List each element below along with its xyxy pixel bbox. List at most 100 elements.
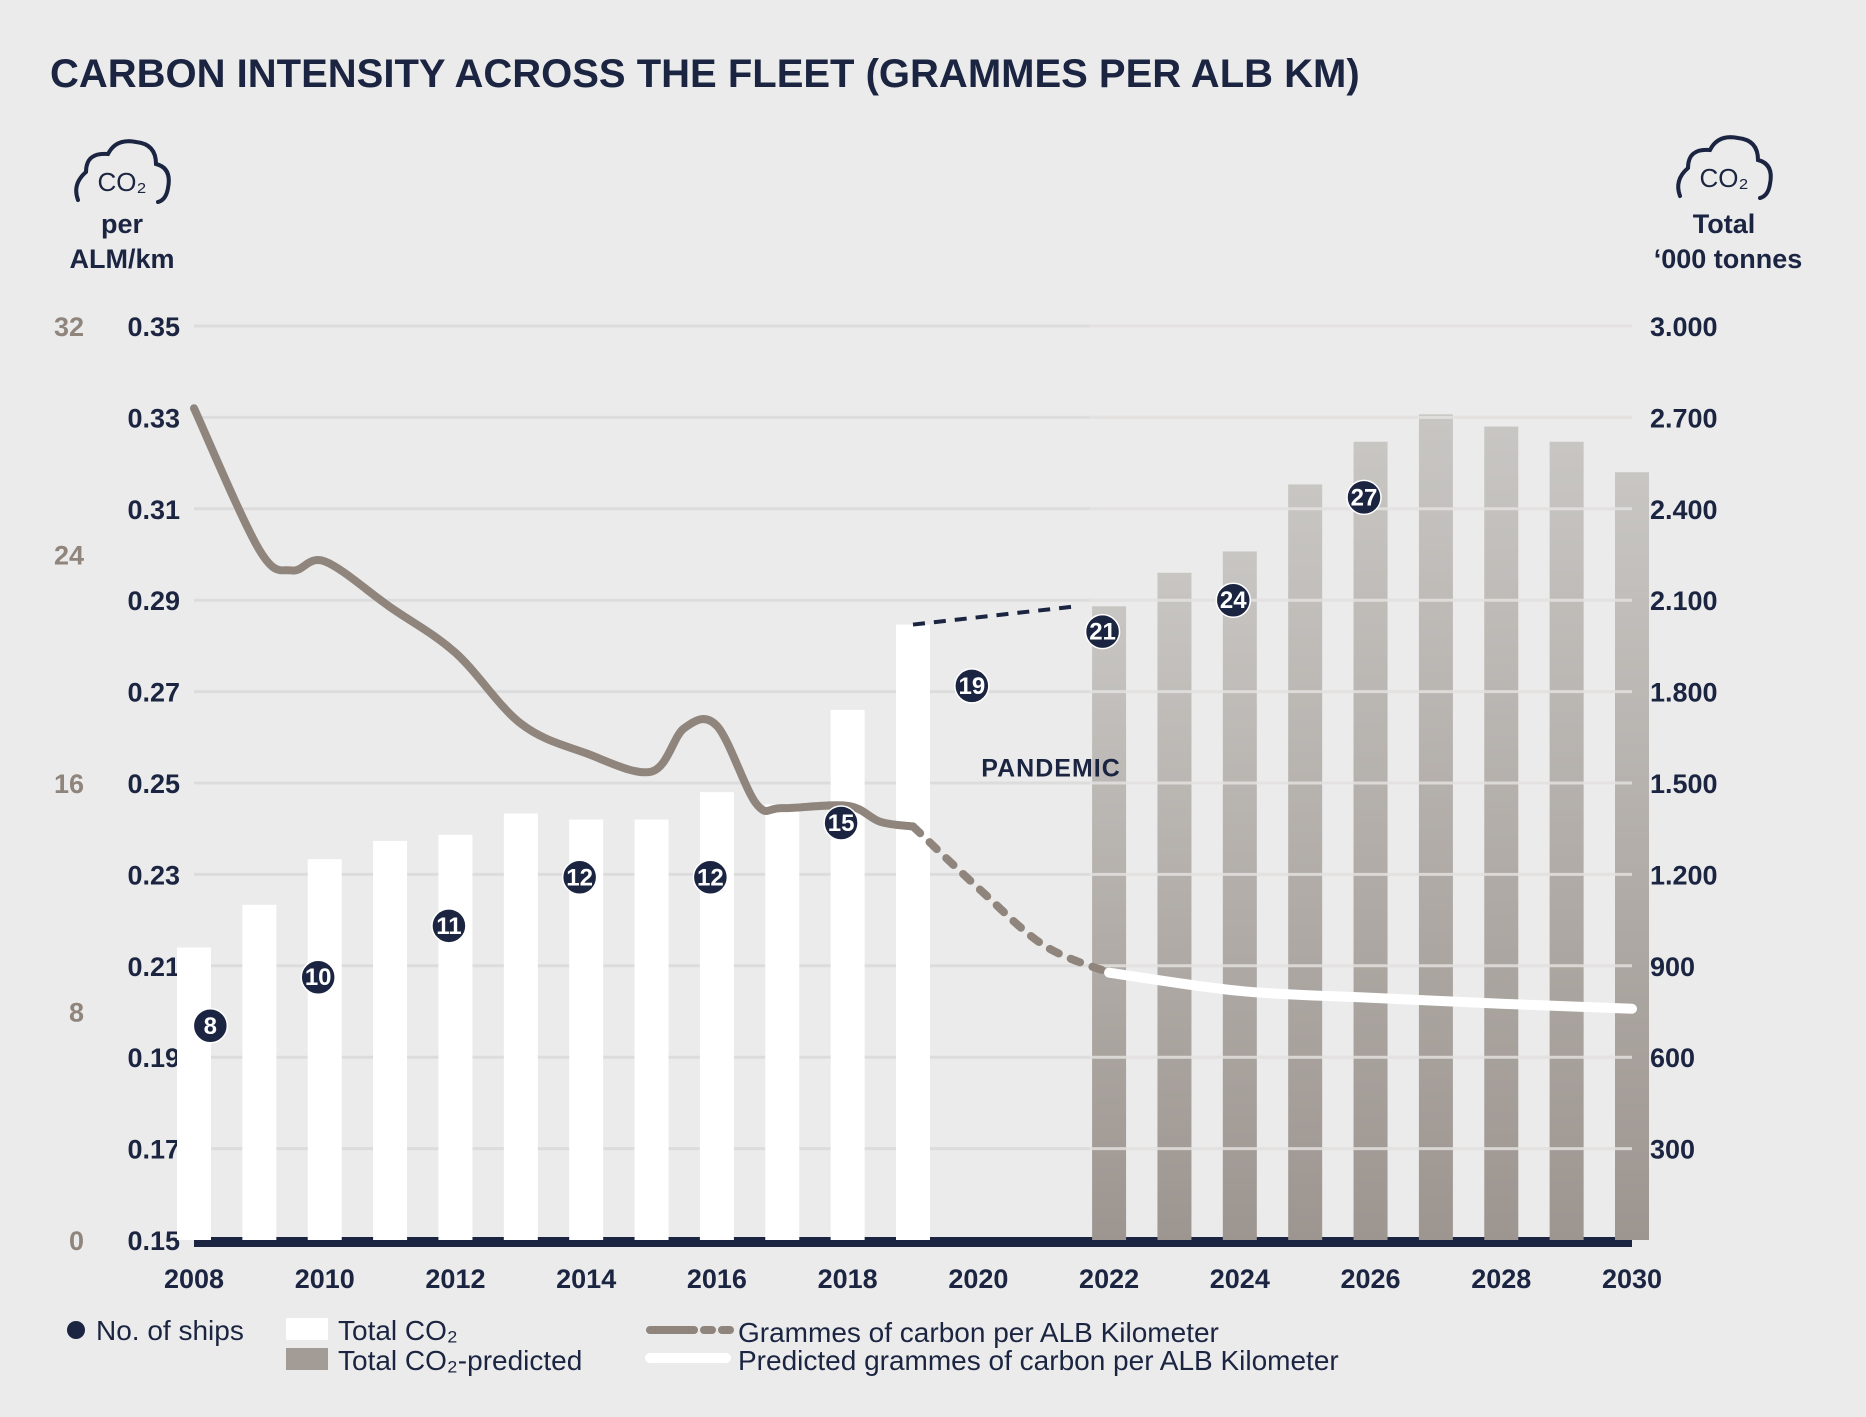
pandemic-connector-line xyxy=(912,604,1077,627)
y-tick-total-co2: 900 xyxy=(1650,952,1695,982)
x-tick: 2024 xyxy=(1210,1264,1270,1294)
y-tick-total-co2: 2.400 xyxy=(1650,495,1718,525)
legend-ships-marker xyxy=(67,1321,85,1339)
annotations: PANDEMIC xyxy=(981,754,1120,782)
lines xyxy=(190,404,1637,1014)
co2-cloud-icon: CO₂ xyxy=(74,139,171,204)
bar xyxy=(1418,414,1453,1240)
intensity-line xyxy=(190,404,917,831)
right-axis-label-line2: ‘000 tonnes xyxy=(1654,244,1803,274)
ship-count-label: 10 xyxy=(305,964,332,991)
y-tick-intensity: 0.17 xyxy=(127,1135,180,1165)
bar xyxy=(634,819,669,1240)
bar xyxy=(699,792,734,1240)
x-tick: 2022 xyxy=(1079,1264,1139,1294)
ship-count-dot xyxy=(823,805,859,841)
bar xyxy=(830,709,865,1240)
predicted-intensity-line xyxy=(1104,967,1637,1014)
x-tick: 2028 xyxy=(1471,1264,1531,1294)
ship-count-label: 11 xyxy=(436,913,461,940)
y-tick-intensity: 0.25 xyxy=(127,769,180,799)
y-tick-total-co2: 2.700 xyxy=(1650,403,1718,433)
ship-points: 8 10 11 12 12 15 19 21 24 27 xyxy=(192,479,1382,1044)
bar xyxy=(242,904,277,1240)
y-tick-ships: 24 xyxy=(54,541,84,571)
y-tick-intensity: 0.19 xyxy=(127,1043,180,1073)
ship-count-label: 15 xyxy=(828,810,855,837)
bar xyxy=(1092,606,1127,1240)
x-tick: 2018 xyxy=(818,1264,878,1294)
ship-count-dot xyxy=(431,908,467,944)
x-tick: 2014 xyxy=(556,1264,616,1294)
x-tick: 2026 xyxy=(1341,1264,1401,1294)
ship-count-dot xyxy=(300,959,336,995)
ship-count-label: 21 xyxy=(1089,619,1116,646)
intensity-projection-line xyxy=(909,822,1114,977)
y-tick-ships: 32 xyxy=(54,312,84,342)
y-tick-total-co2: 600 xyxy=(1650,1043,1695,1073)
co2-icon-label: CO₂ xyxy=(1699,163,1748,193)
ship-count-label: 27 xyxy=(1351,484,1378,511)
ship-count-dot xyxy=(692,859,729,896)
right-axis-label-line1: Total xyxy=(1693,209,1756,239)
bar xyxy=(177,947,211,1240)
y-tick-intensity: 0.29 xyxy=(127,586,180,616)
y-tick-intensity: 0.21 xyxy=(127,952,180,982)
bar xyxy=(307,859,342,1240)
bars xyxy=(177,324,1649,1241)
bar xyxy=(1353,441,1388,1241)
bar xyxy=(438,834,473,1240)
chart-title: CARBON INTENSITY ACROSS THE FLEET (GRAMM… xyxy=(50,52,1360,96)
y-tick-intensity: 0.35 xyxy=(127,312,180,342)
ship-count-label: 12 xyxy=(566,864,593,891)
y-tick-total-co2: 300 xyxy=(1650,1135,1695,1165)
ship-count-label: 19 xyxy=(958,673,985,700)
y-tick-intensity: 0.27 xyxy=(127,678,180,708)
y-tick-total-co2: 2.100 xyxy=(1650,586,1718,616)
bar xyxy=(1484,426,1519,1240)
legend-label: Total CO₂ xyxy=(338,1315,458,1346)
y-tick-intensity: 0.33 xyxy=(127,403,180,433)
y-tick-total-co2: 1.800 xyxy=(1650,678,1718,708)
ship-count-dot xyxy=(1084,613,1121,650)
legend-label: No. of ships xyxy=(96,1315,244,1346)
bar xyxy=(1615,472,1649,1240)
y-tick-intensity: 0.23 xyxy=(127,860,180,890)
ship-count-label: 24 xyxy=(1220,587,1247,614)
x-tick: 2030 xyxy=(1602,1264,1662,1294)
bar xyxy=(896,624,930,1240)
legend-total-co2-marker xyxy=(286,1318,328,1340)
x-tick: 2020 xyxy=(948,1264,1008,1294)
left-axis-label-line1: per xyxy=(101,209,144,239)
bar xyxy=(1288,484,1323,1241)
bar xyxy=(765,804,800,1240)
bar xyxy=(1222,551,1257,1240)
ship-count-dot xyxy=(561,859,598,896)
y-tick-total-co2: 1.500 xyxy=(1650,769,1718,799)
legend-label: Predicted grammes of carbon per ALB Kilo… xyxy=(738,1345,1339,1376)
bar xyxy=(503,813,538,1240)
bar xyxy=(1549,441,1584,1241)
co2-cloud-icon: CO₂ xyxy=(1676,135,1773,200)
ship-count-dot xyxy=(1215,582,1252,618)
x-tick: 2008 xyxy=(164,1264,224,1294)
ship-count-dot xyxy=(1346,479,1382,516)
y-tick-total-co2: 3.000 xyxy=(1650,312,1718,342)
bar xyxy=(373,840,408,1240)
legend-predicted-co2-marker xyxy=(286,1348,328,1370)
pandemic-annotation: PANDEMIC xyxy=(981,754,1120,782)
axis-ticks: 0.15 0.17 0.19 0.21 0.23 0.25 0.27 0.29 0.31 0.33… xyxy=(54,312,1718,1294)
y-tick-intensity: 0.15 xyxy=(127,1226,180,1256)
y-tick-ships: 0 xyxy=(69,1226,84,1256)
ship-count-dot xyxy=(192,1008,229,1044)
legend-label: Grammes of carbon per ALB Kilometer xyxy=(738,1317,1219,1348)
x-tick: 2012 xyxy=(425,1264,485,1294)
y-tick-total-co2: 1.200 xyxy=(1650,860,1718,890)
bar xyxy=(1157,572,1192,1240)
left-axis-label-line2: ALM/km xyxy=(69,244,174,274)
co2-icon-label: CO₂ xyxy=(97,167,146,197)
ship-count-label: 12 xyxy=(697,864,724,891)
